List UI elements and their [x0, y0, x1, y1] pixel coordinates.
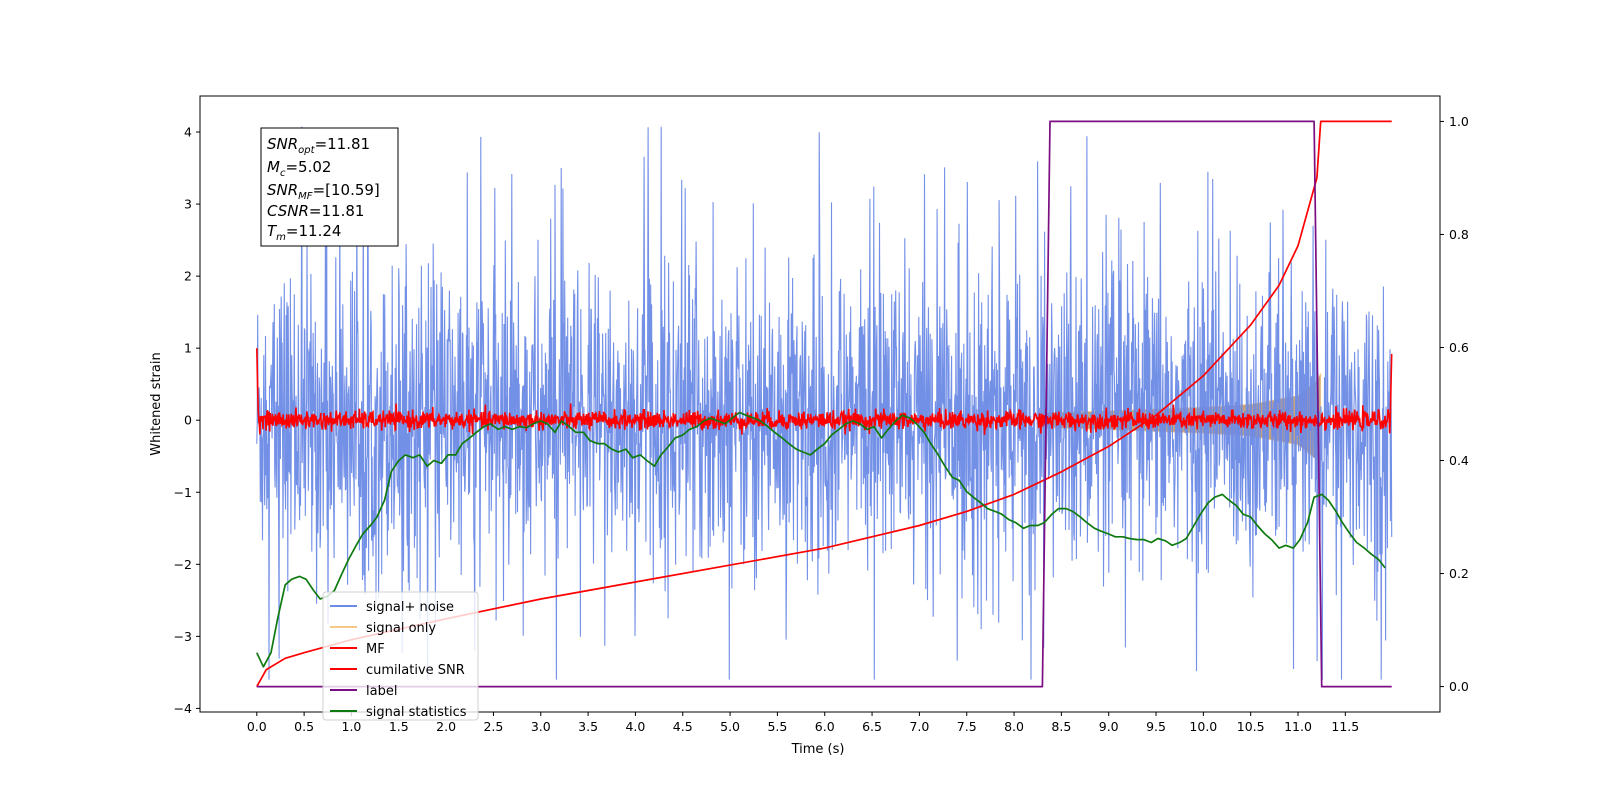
x-tick-label: 11.5	[1331, 719, 1359, 734]
legend-entry: label	[366, 684, 397, 699]
x-axis-label: Time (s)	[791, 742, 845, 757]
x-tick-label: 5.0	[720, 719, 740, 734]
y-right-tick-label: 1.0	[1449, 114, 1469, 129]
y-right-tick-label: 0.4	[1449, 453, 1469, 468]
info-snr-opt: SNRopt=11.81	[267, 135, 370, 156]
legend: signal+ noise signal only MF cumilative SNR…	[322, 591, 479, 721]
legend-entry: cumilative SNR	[366, 663, 465, 678]
y-tick-label: −2	[174, 557, 192, 572]
x-tick-label: 2.0	[436, 719, 456, 734]
x-tick-label: 10.5	[1237, 719, 1265, 734]
x-axis-ticks: 0.0 0.5 1.0 1.5 2.0 2.5 3.0 3.5 4.0 4.5 5.0 5.5 6.0 6…	[247, 712, 1359, 734]
y-axis-right-ticks: 1.0 0.8 0.6 0.4 0.2 0.0	[1440, 114, 1469, 694]
signal-noise-line	[256, 126, 1393, 680]
info-tm-value: =11.24	[286, 222, 342, 240]
x-tick-label: 0.0	[247, 719, 267, 734]
mf-line	[256, 348, 1393, 435]
x-tick-label: 3.5	[578, 719, 598, 734]
info-box: SNRopt=11.81 Mc=5.02 SNRMF=[10.59] CSNR=…	[260, 127, 399, 247]
y-axis-label: Whitened strain	[149, 352, 164, 455]
legend-entry: MF	[366, 642, 385, 657]
signal-statistics-line	[256, 411, 1386, 668]
y-tick-label: −4	[174, 701, 192, 716]
x-tick-label: 7.0	[909, 719, 929, 734]
plot-frame	[199, 95, 1441, 713]
info-mc: Mc=5.02	[267, 158, 331, 179]
x-tick-label: 9.5	[1146, 719, 1166, 734]
x-tick-label: 3.0	[531, 719, 551, 734]
x-tick-label: 7.5	[957, 719, 977, 734]
mf-series	[256, 348, 1393, 435]
x-tick-label: 9.0	[1099, 719, 1119, 734]
y-tick-label: −1	[174, 485, 192, 500]
y-axis-ticks: 4 3 2 1 0 −1 −2 −3 −4	[174, 125, 200, 716]
y-right-tick-label: 0.6	[1449, 340, 1469, 355]
y-tick-label: 4	[184, 125, 192, 140]
y-tick-label: 2	[184, 269, 192, 284]
x-tick-label: 1.0	[342, 719, 362, 734]
legend-entry: signal only	[366, 621, 436, 636]
y-tick-label: 1	[184, 341, 192, 356]
x-tick-label: 4.0	[625, 719, 645, 734]
info-csnr: CSNR=11.81	[267, 202, 364, 220]
legend-entry: signal+ noise	[366, 600, 454, 615]
y-tick-label: 0	[184, 413, 192, 428]
signal-noise-series	[256, 126, 1393, 680]
x-tick-label: 8.0	[1004, 719, 1024, 734]
info-snr-mf: SNRMF=[10.59]	[267, 181, 380, 202]
x-tick-label: 10.0	[1189, 719, 1217, 734]
info-mc-value: =5.02	[285, 158, 331, 176]
info-tm: Tm=11.24	[267, 222, 341, 243]
info-snr-opt-value: =11.81	[315, 135, 371, 153]
x-tick-label: 6.0	[815, 719, 835, 734]
info-csnr-value: =11.81	[309, 202, 365, 220]
x-tick-label: 2.5	[483, 719, 503, 734]
y-right-tick-label: 0.8	[1449, 227, 1469, 242]
x-tick-label: 6.5	[862, 719, 882, 734]
y-tick-label: −3	[174, 629, 192, 644]
label-line	[256, 120, 1392, 688]
y-right-tick-label: 0.2	[1449, 566, 1469, 581]
x-tick-label: 11.0	[1284, 719, 1312, 734]
x-tick-label: 5.5	[767, 719, 787, 734]
y-right-tick-label: 0.0	[1449, 679, 1469, 694]
y-tick-label: 3	[184, 197, 192, 212]
legend-entry: signal statistics	[366, 705, 467, 720]
info-snr-mf-value: =[10.59]	[313, 181, 380, 199]
x-tick-label: 1.5	[389, 719, 409, 734]
x-tick-label: 4.5	[673, 719, 693, 734]
x-tick-label: 0.5	[294, 719, 314, 734]
x-tick-label: 8.5	[1051, 719, 1071, 734]
